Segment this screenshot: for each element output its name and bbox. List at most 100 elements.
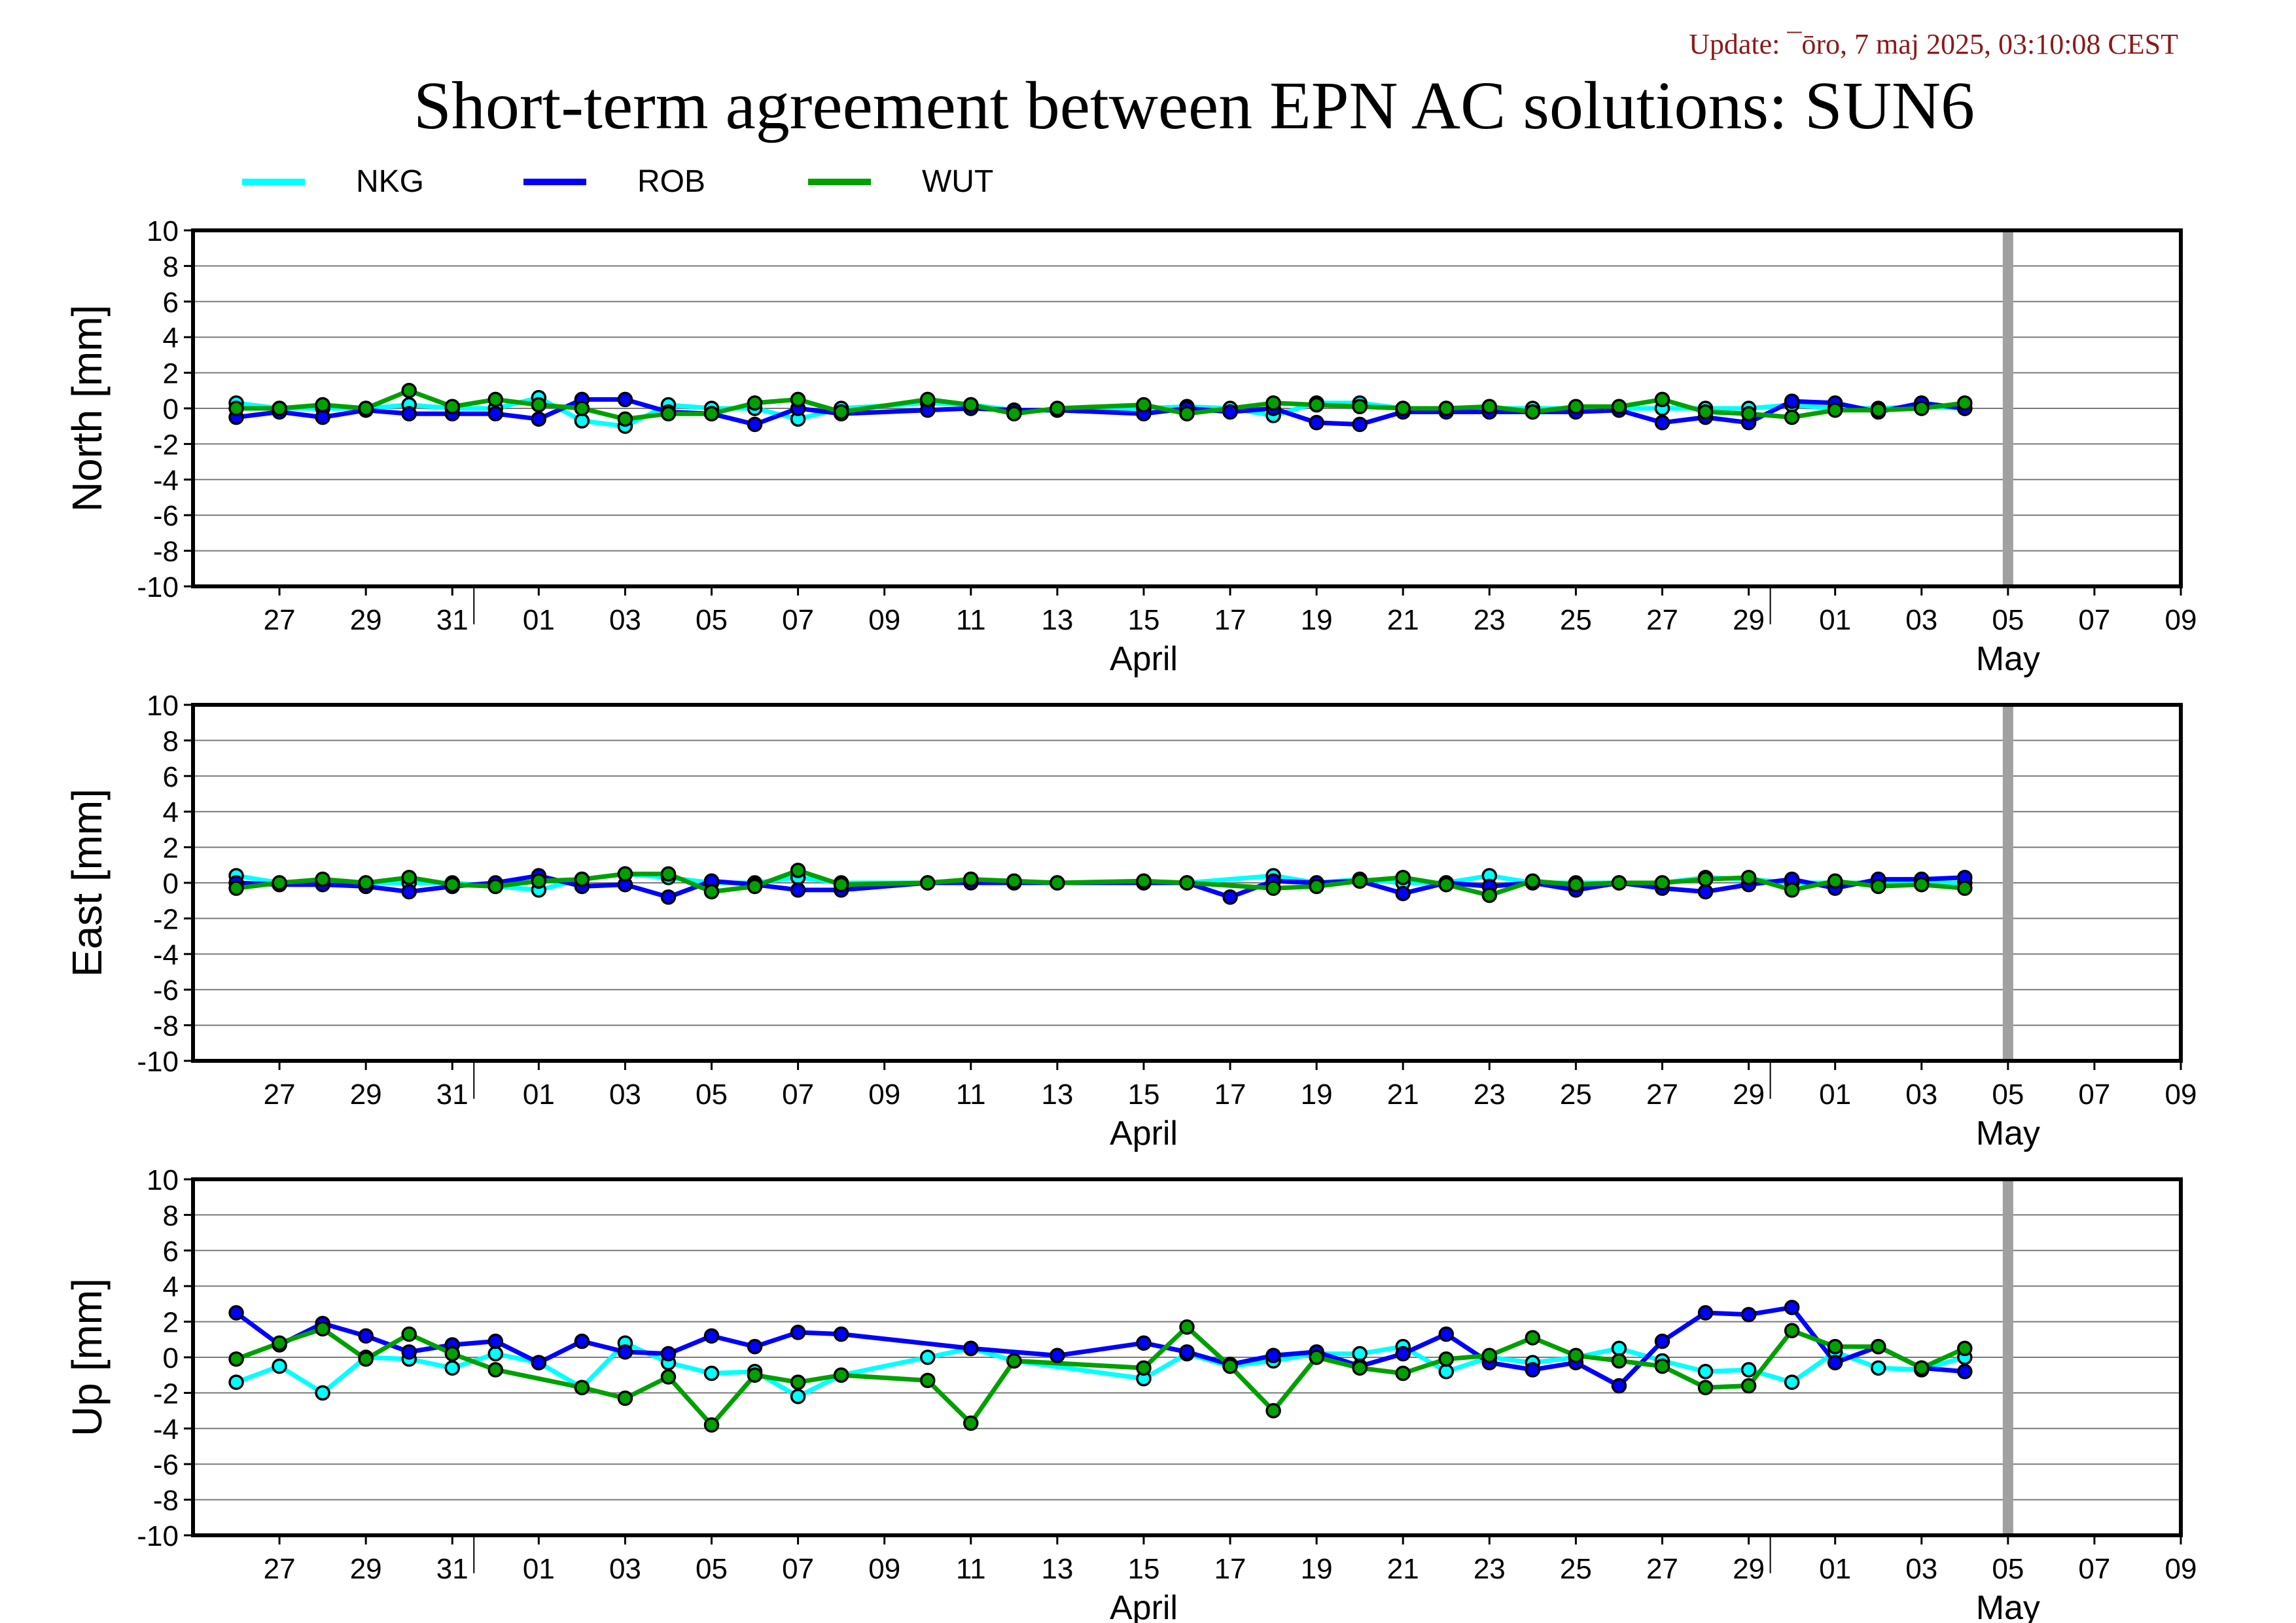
- data-point-wut: [703, 406, 720, 421]
- y-tick-label: 0: [163, 1342, 179, 1374]
- x-tick-label: 05: [1992, 1553, 2024, 1585]
- data-point-nkg: [444, 1360, 461, 1376]
- data-point-wut: [833, 876, 849, 893]
- x-tick-label: 07: [782, 1553, 814, 1585]
- data-point-wut: [401, 383, 417, 399]
- x-tick-label: 21: [1387, 1079, 1419, 1111]
- data-point-wut: [487, 391, 504, 408]
- data-point-rob: [1611, 1378, 1627, 1394]
- x-tick-label: 25: [1560, 1079, 1592, 1111]
- data-point-rob: [1395, 1346, 1411, 1362]
- y-tick-label: 8: [163, 725, 179, 757]
- current-date-marker: [2002, 705, 2013, 1061]
- data-point-rob: [487, 406, 504, 421]
- data-point-nkg: [574, 413, 590, 429]
- data-point-rob: [1654, 1333, 1670, 1349]
- data-point-wut: [1827, 1338, 1843, 1355]
- x-tick-label: 07: [782, 604, 814, 636]
- x-tick-label: 15: [1127, 604, 1159, 636]
- data-point-wut: [833, 404, 849, 420]
- data-point-nkg: [272, 1358, 287, 1374]
- data-point-wut: [790, 391, 806, 408]
- data-point-wut: [1438, 876, 1455, 893]
- x-tick-label: 21: [1387, 1553, 1419, 1585]
- x-tick-label: 09: [868, 604, 900, 636]
- data-point-wut: [228, 880, 244, 896]
- legend-label-nkg: NKG: [356, 164, 425, 199]
- data-point-rob: [660, 1346, 677, 1362]
- data-point-wut: [1611, 399, 1627, 415]
- legend-label-wut: WUT: [922, 164, 994, 199]
- x-tick-label: 19: [1301, 1079, 1333, 1111]
- y-tick-label: 0: [163, 393, 179, 425]
- x-tick-label: 11: [956, 1553, 986, 1585]
- y-tick-label: -6: [153, 1449, 179, 1481]
- data-point-wut: [1179, 1319, 1195, 1335]
- data-point-wut: [963, 871, 979, 887]
- data-point-wut: [660, 406, 677, 421]
- x-tick-label: 27: [1646, 1553, 1678, 1585]
- data-point-wut: [1309, 397, 1324, 413]
- data-point-nkg: [1697, 1364, 1714, 1380]
- data-point-wut: [1006, 1353, 1022, 1369]
- data-point-wut: [833, 1367, 849, 1383]
- data-point-wut: [1525, 873, 1541, 889]
- x-tick-label: 11: [956, 1079, 986, 1111]
- y-tick-label: 4: [163, 796, 179, 829]
- current-date-marker: [2002, 230, 2013, 586]
- data-point-wut: [1913, 1360, 1930, 1376]
- data-point-wut: [1136, 1360, 1152, 1376]
- x-tick-label: 13: [1041, 1553, 1073, 1585]
- data-point-wut: [487, 1362, 504, 1378]
- data-point-nkg: [487, 1346, 504, 1362]
- data-point-wut: [358, 1351, 374, 1367]
- x-tick-label: 29: [350, 1079, 382, 1111]
- x-tick-label: 05: [696, 604, 728, 636]
- data-point-wut: [574, 871, 590, 887]
- y-tick-label: -6: [153, 500, 179, 532]
- data-point-wut: [1740, 1378, 1757, 1394]
- data-point-wut: [747, 878, 763, 895]
- x-tick-label: 01: [523, 604, 555, 636]
- data-point-rob: [747, 416, 763, 433]
- x-tick-label: 01: [1819, 1553, 1851, 1585]
- x-tick-label: 19: [1301, 604, 1333, 636]
- x-tick-label: 07: [2078, 1553, 2110, 1585]
- x-tick-label: 15: [1127, 1079, 1159, 1111]
- y-tick-label: 6: [163, 1236, 179, 1268]
- y-tick-label: -4: [153, 1414, 179, 1446]
- data-point-rob: [790, 1325, 806, 1340]
- data-point-wut: [1136, 397, 1152, 413]
- x-tick-label: 05: [696, 1553, 728, 1585]
- data-point-wut: [1568, 399, 1584, 415]
- data-point-wut: [315, 871, 330, 887]
- y-tick-label: -2: [153, 1378, 179, 1410]
- data-point-wut: [919, 875, 936, 891]
- data-point-wut: [1697, 404, 1714, 420]
- data-point-rob: [1525, 1362, 1541, 1378]
- y-tick-label: -2: [153, 903, 179, 935]
- x-tick-label: 27: [264, 1079, 296, 1111]
- y-tick-label: 2: [163, 1307, 179, 1339]
- data-point-rob: [1827, 1355, 1843, 1370]
- x-tick-label: 03: [1905, 1553, 1937, 1585]
- x-tick-label: 01: [1819, 604, 1851, 636]
- data-point-wut: [1481, 1347, 1498, 1364]
- data-point-wut: [1957, 395, 1973, 411]
- data-point-rob: [531, 1355, 547, 1370]
- x-tick-label: 17: [1214, 604, 1246, 636]
- data-point-rob: [487, 1333, 504, 1349]
- data-point-wut: [617, 1390, 633, 1406]
- y-tick-label: -6: [153, 974, 179, 1007]
- data-point-wut: [617, 411, 633, 427]
- x-tick-label: 25: [1560, 604, 1592, 636]
- data-point-wut: [1395, 870, 1411, 885]
- data-point-wut: [747, 395, 763, 411]
- y-tick-label: 10: [147, 690, 179, 722]
- data-point-nkg: [1611, 1340, 1627, 1357]
- current-date-marker: [2002, 1179, 2013, 1535]
- data-point-wut: [1827, 873, 1843, 889]
- y-axis-label: North [mm]: [63, 305, 111, 512]
- data-point-rob: [531, 411, 547, 427]
